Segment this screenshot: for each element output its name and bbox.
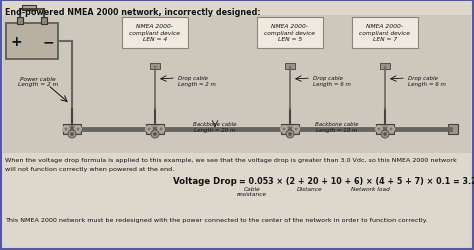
Bar: [41, 18, 47, 25]
Bar: [380, 64, 390, 70]
Circle shape: [157, 126, 164, 133]
Text: End-powered NMEA 2000 network, incorrectly designed:: End-powered NMEA 2000 network, incorrect…: [5, 8, 261, 17]
Circle shape: [390, 128, 392, 131]
Text: Drop cable
Length = 6 m: Drop cable Length = 6 m: [313, 76, 351, 86]
Circle shape: [381, 130, 389, 138]
Text: Drop cable
Length = 6 m: Drop cable Length = 6 m: [408, 76, 446, 86]
FancyBboxPatch shape: [122, 18, 188, 48]
Circle shape: [76, 128, 80, 131]
Circle shape: [147, 128, 151, 131]
Text: will not function correctly when powered at the end.: will not function correctly when powered…: [5, 166, 174, 171]
Text: Network load: Network load: [351, 186, 390, 191]
Bar: [285, 64, 295, 70]
Circle shape: [375, 126, 383, 133]
Circle shape: [288, 133, 292, 136]
FancyBboxPatch shape: [352, 18, 418, 48]
Text: Drop cable
Length = 2 m: Drop cable Length = 2 m: [178, 76, 216, 86]
Circle shape: [377, 128, 381, 131]
FancyBboxPatch shape: [257, 18, 323, 48]
Bar: [281, 124, 299, 134]
Circle shape: [294, 128, 298, 131]
Text: NMEA 2000-
compliant device
LEN = 7: NMEA 2000- compliant device LEN = 7: [359, 24, 410, 42]
Text: +: +: [10, 35, 22, 49]
Bar: [376, 124, 394, 134]
Circle shape: [159, 128, 163, 131]
Circle shape: [68, 130, 76, 138]
Circle shape: [63, 126, 70, 133]
Text: NMEA 2000-
compliant device
LEN = 5: NMEA 2000- compliant device LEN = 5: [264, 24, 316, 42]
Circle shape: [64, 128, 67, 131]
Bar: [146, 124, 164, 134]
Circle shape: [74, 126, 82, 133]
Text: resistance: resistance: [237, 191, 267, 196]
Circle shape: [281, 126, 288, 133]
Circle shape: [383, 133, 387, 136]
Bar: [150, 64, 160, 70]
Text: Cable: Cable: [244, 186, 260, 191]
Text: −: −: [42, 35, 54, 49]
Text: Distance: Distance: [297, 186, 323, 191]
Circle shape: [283, 128, 285, 131]
Text: Backbone cable
Length = 20 m: Backbone cable Length = 20 m: [193, 122, 237, 132]
Circle shape: [388, 126, 394, 133]
Bar: [22, 6, 36, 11]
Text: NMEA 2000-
compliant device
LEN = 4: NMEA 2000- compliant device LEN = 4: [129, 24, 181, 42]
Circle shape: [153, 133, 157, 136]
Bar: [17, 18, 23, 25]
Circle shape: [151, 130, 159, 138]
Text: Voltage Drop: Voltage Drop: [173, 176, 237, 185]
Circle shape: [286, 130, 294, 138]
Text: = 0.053 × (2 + 20 + 10 + 6) × (4 + 5 + 7) × 0.1 = 3.22 Vdc: = 0.053 × (2 + 20 + 10 + 6) × (4 + 5 + 7…: [239, 176, 474, 185]
Text: When the voltage drop formula is applied to this example, we see that the voltag: When the voltage drop formula is applied…: [5, 157, 457, 162]
Text: Power cable
Length = 2 m: Power cable Length = 2 m: [18, 76, 58, 87]
Circle shape: [292, 126, 300, 133]
Text: This NMEA 2000 network must be redesigned with the power connected to the center: This NMEA 2000 network must be redesigne…: [5, 217, 428, 222]
Bar: [3, 16, 471, 154]
Circle shape: [146, 126, 153, 133]
Bar: [6, 24, 58, 60]
Text: Backbone cable
Length = 10 m: Backbone cable Length = 10 m: [315, 122, 359, 132]
Bar: [63, 124, 81, 134]
Circle shape: [70, 133, 74, 136]
Bar: [448, 124, 458, 134]
